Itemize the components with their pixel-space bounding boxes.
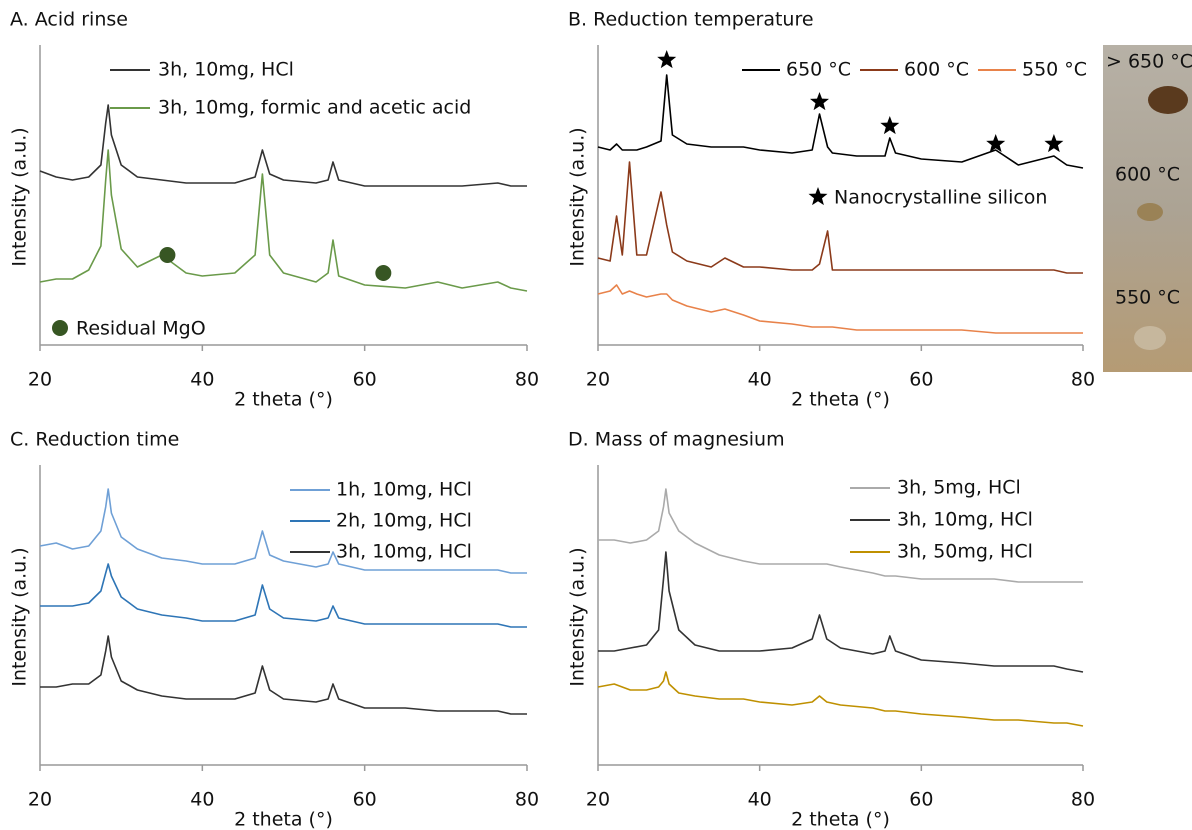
sample-650	[1148, 86, 1188, 114]
x-tick-label: 40	[190, 789, 214, 811]
y-axis-label: Intensity (a.u.)	[9, 547, 31, 686]
marker-label: Nanocrystalline silicon	[834, 187, 1047, 209]
x-tick-label: 40	[748, 369, 772, 391]
legend-marker	[808, 187, 828, 206]
legend-label: 3h, 10mg, HCl	[897, 509, 1033, 531]
panel-title: A. Acid rinse	[10, 9, 128, 31]
series-line	[598, 551, 1084, 673]
marker	[375, 265, 392, 281]
marker	[986, 134, 1006, 153]
sample-550	[1134, 326, 1166, 350]
marker	[1044, 134, 1064, 153]
series-line	[598, 488, 1083, 583]
legend-label: 600 °C	[904, 59, 969, 81]
sample-600	[1137, 203, 1163, 221]
legend-label: 2h, 10mg, HCl	[336, 510, 472, 532]
series-line	[40, 563, 527, 628]
legend-label: 1h, 10mg, HCl	[336, 479, 472, 501]
legend-marker	[52, 320, 68, 336]
y-axis-label: Intensity (a.u.)	[567, 127, 589, 266]
legend-label: 3h, 50mg, HCl	[897, 541, 1033, 563]
series-line	[40, 635, 527, 715]
x-tick-label: 80	[1071, 369, 1095, 391]
series-line	[39, 488, 527, 574]
x-tick-label: 60	[353, 369, 377, 391]
y-axis-label: Intensity (a.u.)	[9, 127, 31, 266]
x-tick-label: 20	[586, 369, 610, 391]
panel-title: D. Mass of magnesium	[568, 429, 785, 451]
x-tick-label: 60	[353, 789, 377, 811]
panel-title: C. Reduction time	[10, 429, 179, 451]
series-line	[39, 104, 527, 187]
series-line	[597, 161, 1083, 274]
legend-label: 650 °C	[786, 59, 851, 81]
marker	[880, 116, 900, 135]
series-line	[597, 284, 1083, 334]
x-axis-label: 2 theta (°)	[234, 389, 333, 411]
marker	[810, 92, 829, 111]
series-line	[597, 671, 1084, 727]
series-line	[39, 149, 528, 292]
x-axis-label: 2 theta (°)	[234, 809, 333, 830]
x-tick-label: 20	[586, 789, 610, 811]
marker	[657, 50, 677, 69]
x-tick-label: 20	[28, 789, 52, 811]
x-axis-label: 2 theta (°)	[791, 389, 890, 411]
x-tick-label: 60	[909, 369, 933, 391]
x-tick-label: 80	[515, 369, 539, 391]
x-tick-label: 60	[909, 789, 933, 811]
panel-title: B. Reduction temperature	[568, 9, 814, 31]
marker-label: Residual MgO	[76, 318, 206, 340]
series-line	[597, 74, 1084, 169]
legend-label: 3h, 5mg, HCl	[897, 477, 1021, 499]
x-tick-label: 80	[515, 789, 539, 811]
x-tick-label: 20	[28, 369, 52, 391]
legend-label: 550 °C	[1022, 59, 1087, 81]
photo-label: 550 °C	[1115, 287, 1180, 309]
y-axis-label: Intensity (a.u.)	[567, 547, 589, 686]
x-tick-label: 80	[1071, 789, 1095, 811]
legend-label: 3h, 10mg, HCl	[158, 59, 294, 81]
x-tick-label: 40	[748, 789, 772, 811]
photo-label: > 650 °C	[1106, 51, 1192, 73]
photo: > 650 °C 600 °C 550 °C	[1103, 45, 1192, 372]
x-tick-label: 40	[190, 369, 214, 391]
x-axis-label: 2 theta (°)	[791, 809, 890, 830]
marker	[159, 247, 176, 263]
legend-label: 3h, 10mg, HCl	[336, 541, 472, 563]
photo-label: 600 °C	[1115, 164, 1180, 186]
legend-label: 3h, 10mg, formic and acetic acid	[158, 97, 471, 119]
